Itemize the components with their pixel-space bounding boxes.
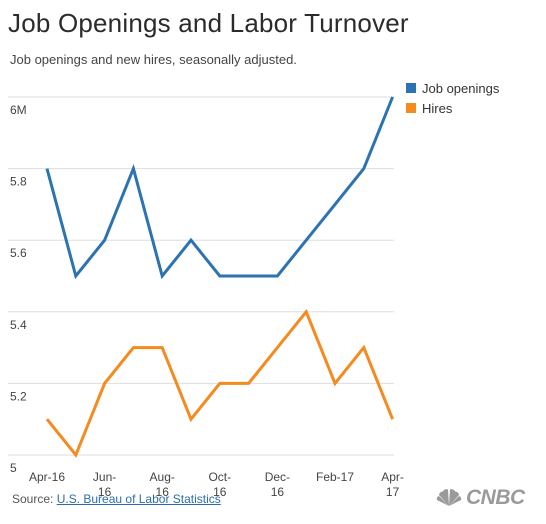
x-tick-label: Apr-16: [29, 470, 65, 484]
series-line-hires: [45, 308, 394, 458]
x-tick-label-line: 16: [156, 485, 170, 499]
x-tick-label-line: Apr-16: [29, 470, 65, 484]
x-tick-label: Aug-16: [150, 470, 175, 499]
x-tick-label-line: Feb-17: [316, 470, 354, 484]
series-line-job-openings: [45, 96, 394, 280]
legend-item-job-openings[interactable]: Job openings: [406, 78, 499, 98]
x-tick-label-line: 16: [213, 485, 227, 499]
x-tick-label-line: Jun-: [93, 470, 116, 484]
source-link[interactable]: U.S. Bureau of Labor Statistics: [56, 492, 221, 506]
x-tick-label: Dec-16: [265, 470, 290, 499]
chart-title: Job Openings and Labor Turnover: [8, 8, 409, 38]
cnbc-logo: CNBC: [436, 486, 525, 510]
legend-swatch-job-openings: [406, 83, 416, 93]
legend: Job openings Hires: [406, 78, 499, 118]
peacock-logo-icon: [436, 489, 462, 506]
source-prefix: Source:: [12, 492, 57, 506]
legend-label-hires: Hires: [422, 100, 453, 116]
x-tick-label: Jun-16: [93, 470, 116, 499]
x-tick-label-line: Dec-: [265, 470, 290, 484]
y-tick-label: 6M: [10, 103, 27, 117]
legend-item-hires[interactable]: Hires: [406, 98, 499, 118]
source-note: Source: U.S. Bureau of Labor Statistics: [12, 492, 221, 506]
legend-label-job-openings: Job openings: [422, 80, 500, 96]
y-tick-label: 5.4: [10, 318, 27, 332]
y-tick-label: 5.2: [10, 389, 27, 403]
logo-text: CNBC: [466, 486, 525, 509]
legend-swatch-hires: [406, 103, 416, 113]
x-tick-label-line: Apr-: [381, 470, 404, 484]
y-tick-label: 5.6: [10, 246, 27, 260]
x-tick-label: Apr-17: [381, 470, 404, 499]
x-tick-label-line: 17: [386, 485, 400, 499]
y-tick-label: 5: [10, 461, 17, 475]
x-tick-label: Oct-16: [208, 470, 231, 499]
x-tick-label-line: 16: [98, 485, 112, 499]
x-tick-label-line: Oct-: [208, 470, 231, 484]
x-tick-label-line: Aug-: [150, 470, 175, 484]
x-tick-label-line: 16: [271, 485, 285, 499]
x-tick-label: Feb-17: [316, 470, 354, 484]
y-tick-label: 5.8: [10, 175, 27, 189]
chart-subtitle: Job openings and new hires, seasonally a…: [10, 52, 297, 67]
